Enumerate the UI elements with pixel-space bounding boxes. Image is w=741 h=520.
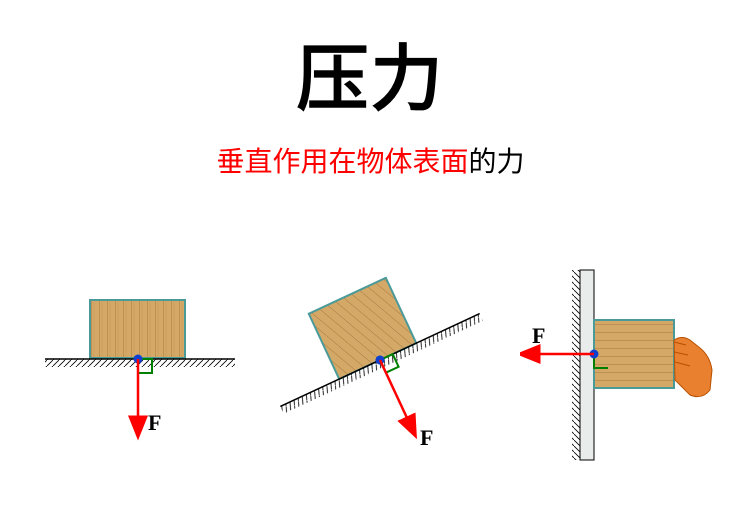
diagram-horizontal: F — [35, 270, 245, 480]
block — [594, 320, 674, 388]
hand-icon — [674, 338, 712, 397]
force-arrow — [380, 360, 412, 428]
block — [309, 278, 416, 379]
diagram-incline: F — [260, 250, 500, 480]
diagram-wall: F — [520, 260, 730, 480]
wall — [580, 270, 594, 460]
title-text: 压力 — [296, 40, 444, 120]
subtitle-black: 的力 — [469, 146, 525, 177]
block — [90, 300, 185, 358]
force-label: F — [532, 323, 545, 348]
diagrams-row: F F — [0, 250, 741, 500]
subtitle: 垂直作用在物体表面的力 — [0, 140, 741, 180]
force-label: F — [148, 410, 161, 435]
subtitle-red: 垂直作用在物体表面 — [216, 146, 468, 177]
wall-hatch — [572, 270, 580, 460]
force-label: F — [420, 425, 433, 450]
page-title: 压力 — [0, 20, 741, 125]
